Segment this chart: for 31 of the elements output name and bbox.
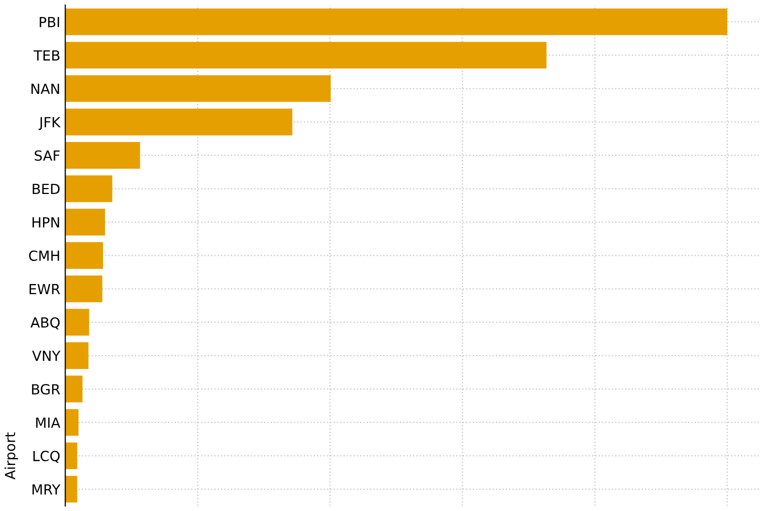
y-tick-label: VNY [32, 350, 60, 361]
y-tick-label: ABQ [30, 317, 60, 330]
y-tick-label: SAF [34, 150, 60, 161]
y-tick-label: BGR [32, 384, 60, 395]
bar [65, 242, 104, 269]
bar [65, 8, 728, 36]
y-axis-title: Airport [4, 432, 18, 480]
y-tick-label: NAN [32, 84, 60, 94]
y-tick-label: MIA [36, 418, 60, 428]
bar [65, 208, 105, 236]
y-tick-label: LCQ [33, 450, 60, 463]
bar [65, 175, 112, 202]
bar [65, 276, 102, 302]
y-tick-label: HPN [32, 217, 60, 228]
bar [65, 75, 331, 102]
bar [65, 409, 79, 436]
bar [65, 342, 88, 370]
bar [65, 142, 140, 169]
y-tick-label: CMH [29, 250, 60, 261]
bar [65, 108, 292, 136]
y-tick-label: MRY [32, 484, 60, 494]
bar [65, 308, 90, 336]
y-tick-label: PBI [40, 16, 60, 28]
y-tick-label: EWR [30, 284, 60, 294]
bar [65, 376, 82, 402]
bar [65, 476, 78, 503]
bar [65, 442, 78, 470]
y-tick-label: JFK [38, 117, 61, 130]
y-tick-label: TEB [34, 50, 60, 60]
y-tick-label: BED [32, 184, 60, 194]
bar [65, 42, 547, 69]
